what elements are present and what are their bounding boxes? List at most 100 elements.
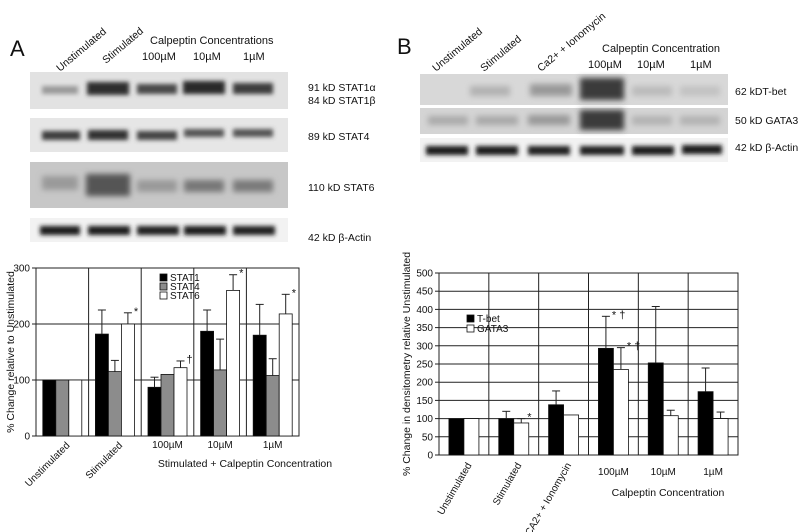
x-axis-title: Calpeptin Concentration (612, 487, 725, 499)
legend-label: GATA3 (477, 324, 509, 335)
y-tick-label: 250 (416, 360, 433, 371)
y-tick-label: 300 (416, 341, 433, 352)
x-category-label: CA2+ + Ionomycin (524, 461, 575, 532)
bar-stat1 (200, 330, 215, 437)
chart-b: 0 50 100 150 200 250 300 350 400 450 500 * * † * † Uns… (401, 252, 739, 532)
blot-strip-stat4 (30, 118, 288, 152)
panel-b-conc-header: Calpeptin Concentration (602, 43, 720, 55)
bar-stat6 (173, 367, 188, 437)
bar-t-bet (598, 347, 614, 456)
x-category-label: Unstimulated (23, 440, 72, 489)
bar-gata3 (563, 414, 579, 456)
panel-a-lane-1um: 1µM (243, 51, 265, 63)
y-tick-label: 0 (427, 451, 433, 462)
panel-b-lane-1um: 1µM (690, 59, 712, 71)
legend-label: STAT1 (170, 273, 200, 284)
x-category-label: 1µM (263, 440, 283, 451)
blot-strip-gata3 (420, 108, 728, 134)
legend-swatch (466, 314, 475, 323)
y-tick-label: 400 (416, 305, 433, 316)
bar-stat4 (213, 369, 228, 437)
y-tick-label: 350 (416, 323, 433, 334)
band-label-stat6: 110 kD STAT6 (308, 182, 375, 194)
bar-gata3 (662, 415, 679, 456)
y-axis-title: % Change relative to Unstimulated (5, 271, 17, 433)
bar-t-bet (647, 362, 664, 456)
y-tick-label: 200 (416, 378, 433, 389)
panel-b-letter: B (397, 34, 412, 59)
blot-strip-actin-a (30, 218, 288, 242)
bar-stat6 (121, 323, 135, 437)
panel-b-lane-100um: 100µM (588, 59, 622, 71)
x-category-label: Stimulated (84, 440, 125, 481)
bar-stat4 (108, 371, 122, 437)
chart-a: 0 100 200 300 * † * * Unstimulated Stimulated 100µ… (5, 264, 332, 490)
y-tick-label: 100 (416, 414, 433, 425)
bar-stat1 (147, 386, 162, 437)
y-tick-label: 300 (13, 264, 30, 275)
y-tick-label: 200 (13, 320, 30, 331)
band-label-stat4: 89 kD STAT4 (308, 131, 370, 143)
band-label-stat1b: 84 kD STAT1β (308, 95, 376, 107)
bar-stat1 (252, 334, 267, 437)
panel-b-lane-unstimulated: Unstimulated (430, 26, 485, 75)
panel-a-conc-header: Calpeptin Concentrations (150, 35, 274, 47)
y-axis-title: % Change in densitometry relative Unstim… (401, 252, 413, 476)
band-label-actin-b: 42 kD β-Actin (735, 142, 798, 154)
panel-a-lane-unstimulated: Unstimulated (54, 26, 109, 75)
bar-stat6 (68, 379, 83, 437)
x-axis-title: Stimulated + Calpeptin Concentration (158, 458, 332, 470)
significance-mark: * † (612, 309, 625, 321)
legend-label: STAT4 (170, 282, 200, 293)
y-tick-label: 0 (24, 432, 30, 443)
y-tick-label: 150 (416, 396, 433, 407)
panel-b-lane-10um: 10µM (637, 59, 665, 71)
blot-strip-stat1 (30, 72, 288, 109)
bar-stat1 (42, 379, 57, 437)
legend-swatch (159, 282, 168, 291)
x-category-label: 1µM (703, 467, 723, 478)
bar-stat6 (278, 313, 293, 437)
bar-t-bet (697, 391, 714, 456)
bar-stat1 (95, 333, 109, 437)
band-label-actin-a: 42 kD β-Actin (308, 232, 371, 244)
bar-gata3 (513, 422, 530, 456)
y-tick-label: 450 (416, 287, 433, 298)
panel-a-blot: A Unstimulated Stimulated Calpeptin Conc… (10, 25, 376, 244)
x-category-label: 100µM (152, 440, 183, 451)
bar-gata3 (712, 418, 729, 456)
band-label-gata3: 50 kD GATA3 (735, 115, 798, 127)
bar-t-bet (448, 418, 465, 456)
bar-stat4 (55, 379, 70, 437)
bar-stat4 (160, 373, 175, 437)
bar-gata3 (613, 369, 629, 456)
significance-mark: * (292, 287, 297, 299)
significance-mark: * (527, 412, 532, 424)
panel-a-lane-100um: 100µM (142, 51, 176, 63)
blot-strip-stat6 (30, 162, 288, 208)
bar-t-bet (548, 404, 564, 456)
y-tick-label: 500 (416, 269, 433, 280)
bar-stat6 (226, 289, 241, 437)
bar-gata3 (463, 418, 480, 456)
panel-a-letter: A (10, 36, 25, 61)
panel-b-blot: B Unstimulated Stimulated Ca2+ + Ionomyc… (397, 10, 798, 162)
panel-a-lane-10um: 10µM (193, 51, 221, 63)
significance-mark: * † (627, 341, 640, 353)
panel-b-lane-stimulated: Stimulated (478, 33, 524, 74)
band-label-stat1a: 91 kD STAT1α (308, 82, 376, 94)
x-category-label: Unstimulated (436, 461, 475, 517)
blot-strip-actin-b (420, 138, 728, 162)
blot-strip-tbet (420, 74, 728, 105)
significance-mark: † (187, 354, 193, 366)
legend-swatch (159, 291, 168, 300)
y-tick-label: 50 (422, 432, 434, 443)
y-tick-label: 100 (13, 376, 30, 387)
legend-label: STAT6 (170, 291, 200, 302)
x-category-label: 100µM (598, 467, 629, 478)
x-category-label: Stimulated (491, 461, 524, 507)
x-category-label: 10µM (651, 467, 676, 478)
